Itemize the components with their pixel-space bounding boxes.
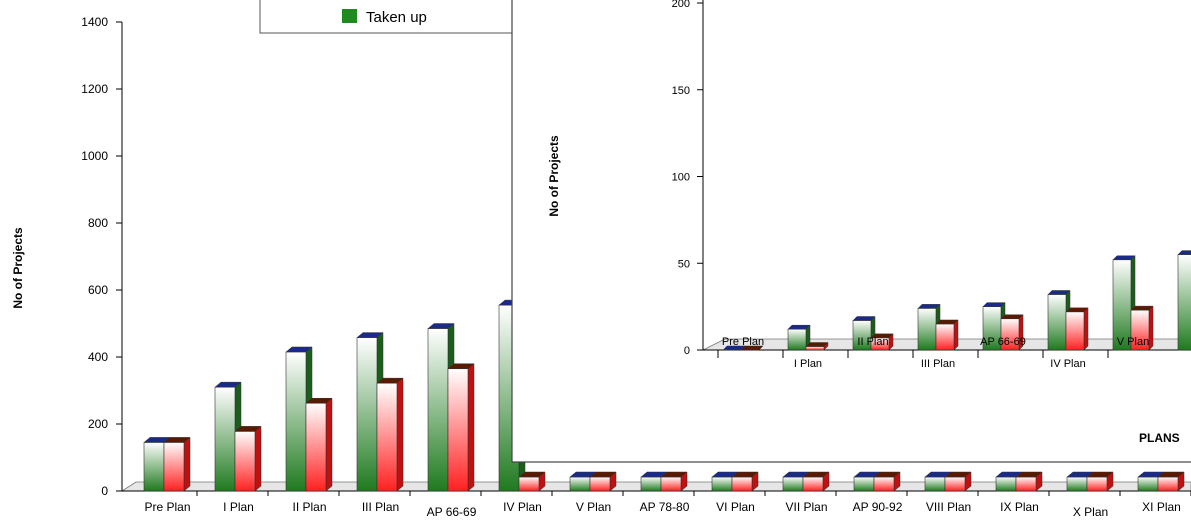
main-x-tick-label-ap-90-92: AP 90-92 xyxy=(853,500,903,514)
main-bars xyxy=(143,299,1185,492)
main-y-tick-label: 1200 xyxy=(81,82,108,96)
inset-y-axis-label: No of Projects xyxy=(547,135,561,217)
main-bar-vii-plan-series2 xyxy=(802,471,830,492)
inset-x-tick-label-pre-plan: Pre Plan xyxy=(722,336,764,348)
main-bar-ii-plan-series2 xyxy=(305,397,333,492)
inset-bar-ii-plan-series2 xyxy=(870,333,894,351)
main-bar-ap-78-80-series2 xyxy=(660,471,688,492)
main-y-tick-label: 600 xyxy=(88,283,108,297)
main-bar-vi-plan-series2 xyxy=(731,471,759,492)
inset-bar-iii-plan-series2 xyxy=(935,319,959,351)
main-bar-pre-plan-series2 xyxy=(163,436,191,492)
inset-bar-iii-plan-series1 xyxy=(917,303,941,351)
main-x-tick-label-ap-78-80: AP 78-80 xyxy=(640,500,690,514)
main-x-tick-label-v-plan: V Plan xyxy=(576,500,611,514)
inset-bar-iv-plan-series2 xyxy=(1065,307,1089,351)
inset-bar-partial-series1 xyxy=(1177,250,1191,351)
inset-bar-i-plan-series2 xyxy=(805,341,829,351)
legend-box xyxy=(259,0,521,34)
main-bar-ap-66-69-series2 xyxy=(447,363,475,492)
main-bar-viii-plan-series2 xyxy=(944,471,972,492)
main-y-tick-label: 1000 xyxy=(81,149,108,163)
inset-x-tick-label-v-plan: V Plan xyxy=(1117,336,1149,348)
main-bar-v-plan-series2 xyxy=(589,471,617,492)
inset-y-tick-label: 100 xyxy=(672,172,690,184)
legend-swatch-taken-up xyxy=(342,9,357,23)
main-bar-x-plan-series2 xyxy=(1086,471,1114,492)
inset-y-tick-label: 0 xyxy=(684,345,690,357)
legend: Taken up xyxy=(259,0,521,34)
main-x-tick-labels: Pre Plan I Plan II Plan III Plan AP 66-69 IV … xyxy=(144,491,1191,519)
main-y-tick-label: 1400 xyxy=(81,15,108,29)
main-bar-xi-plan-series2 xyxy=(1157,471,1185,492)
main-x-tick-label-xi-plan: XI Plan xyxy=(1142,500,1181,514)
main-y-tick-label: 400 xyxy=(88,350,108,364)
inset-x-tick-label-iii-plan: III Plan xyxy=(921,358,955,370)
main-x-tick-label-iv-plan: IV Plan xyxy=(503,500,542,514)
inset-y-axis: 0 50 100 150 200 xyxy=(672,0,704,357)
inset-bar-ap-66-69-series2 xyxy=(1000,314,1024,351)
main-x-tick-label-pre-plan: Pre Plan xyxy=(144,500,190,514)
main-bar-i-plan-series2 xyxy=(234,425,262,492)
inset-x-tick-labels: Pre Plan I Plan II Plan III Plan AP 66-69 IV … xyxy=(717,336,1149,370)
main-x-tick-label-iii-plan: III Plan xyxy=(362,500,399,514)
inset-y-tick-label: 50 xyxy=(678,258,690,270)
main-x-tick-label-vii-plan: VII Plan xyxy=(785,500,827,514)
main-x-tick-label-ap-66-69: AP 66-69 xyxy=(427,505,477,519)
main-x-tick-label-viii-plan: VIII Plan xyxy=(926,500,971,514)
main-x-tick-label-vi-plan: VI Plan xyxy=(716,500,755,514)
main-y-tick-label: 800 xyxy=(88,216,108,230)
main-bar-iv-plan-series2 xyxy=(518,471,546,492)
inset-y-tick-label: 150 xyxy=(672,85,690,97)
inset-x-tick-label-i-plan: I Plan xyxy=(794,358,822,370)
main-x-tick-label-ix-plan: IX Plan xyxy=(1000,500,1039,514)
inset-x-tick-label-iv-plan: IV Plan xyxy=(1050,358,1085,370)
inset-bar-pre-plan-series2 xyxy=(740,345,764,351)
inset-bars xyxy=(722,250,1191,351)
inset-x-axis-label: PLANS xyxy=(1139,431,1180,445)
inset-x-tick-label-ap-66-69: AP 66-69 xyxy=(980,336,1026,348)
main-y-axis: 0 200 400 600 800 1000 1200 1400 xyxy=(81,15,123,498)
main-x-tick-label-ii-plan: II Plan xyxy=(292,500,326,514)
main-bar-ap-90-92-series2 xyxy=(873,471,901,492)
inset-bar-v-plan-series2 xyxy=(1130,305,1154,351)
inset-x-tick-label-ii-plan: II Plan xyxy=(857,336,888,348)
legend-label-taken-up: Taken up xyxy=(366,9,427,26)
main-y-tick-label: 200 xyxy=(88,417,108,431)
main-y-tick-label: 0 xyxy=(101,484,108,498)
inset-y-tick-label: 200 xyxy=(672,0,690,10)
main-x-tick-label-x-plan: X Plan xyxy=(1073,505,1108,519)
main-bar-ix-plan-series2 xyxy=(1015,471,1043,492)
main-x-tick-label-i-plan: I Plan xyxy=(223,500,254,514)
main-y-axis-label: No of Projects xyxy=(11,227,25,309)
inset-panel xyxy=(511,0,1191,463)
inset-chart: 0 50 100 150 200 Pre Plan I Plan II Plan III Pl… xyxy=(511,0,1191,463)
main-bar-iii-plan-series2 xyxy=(376,377,404,492)
